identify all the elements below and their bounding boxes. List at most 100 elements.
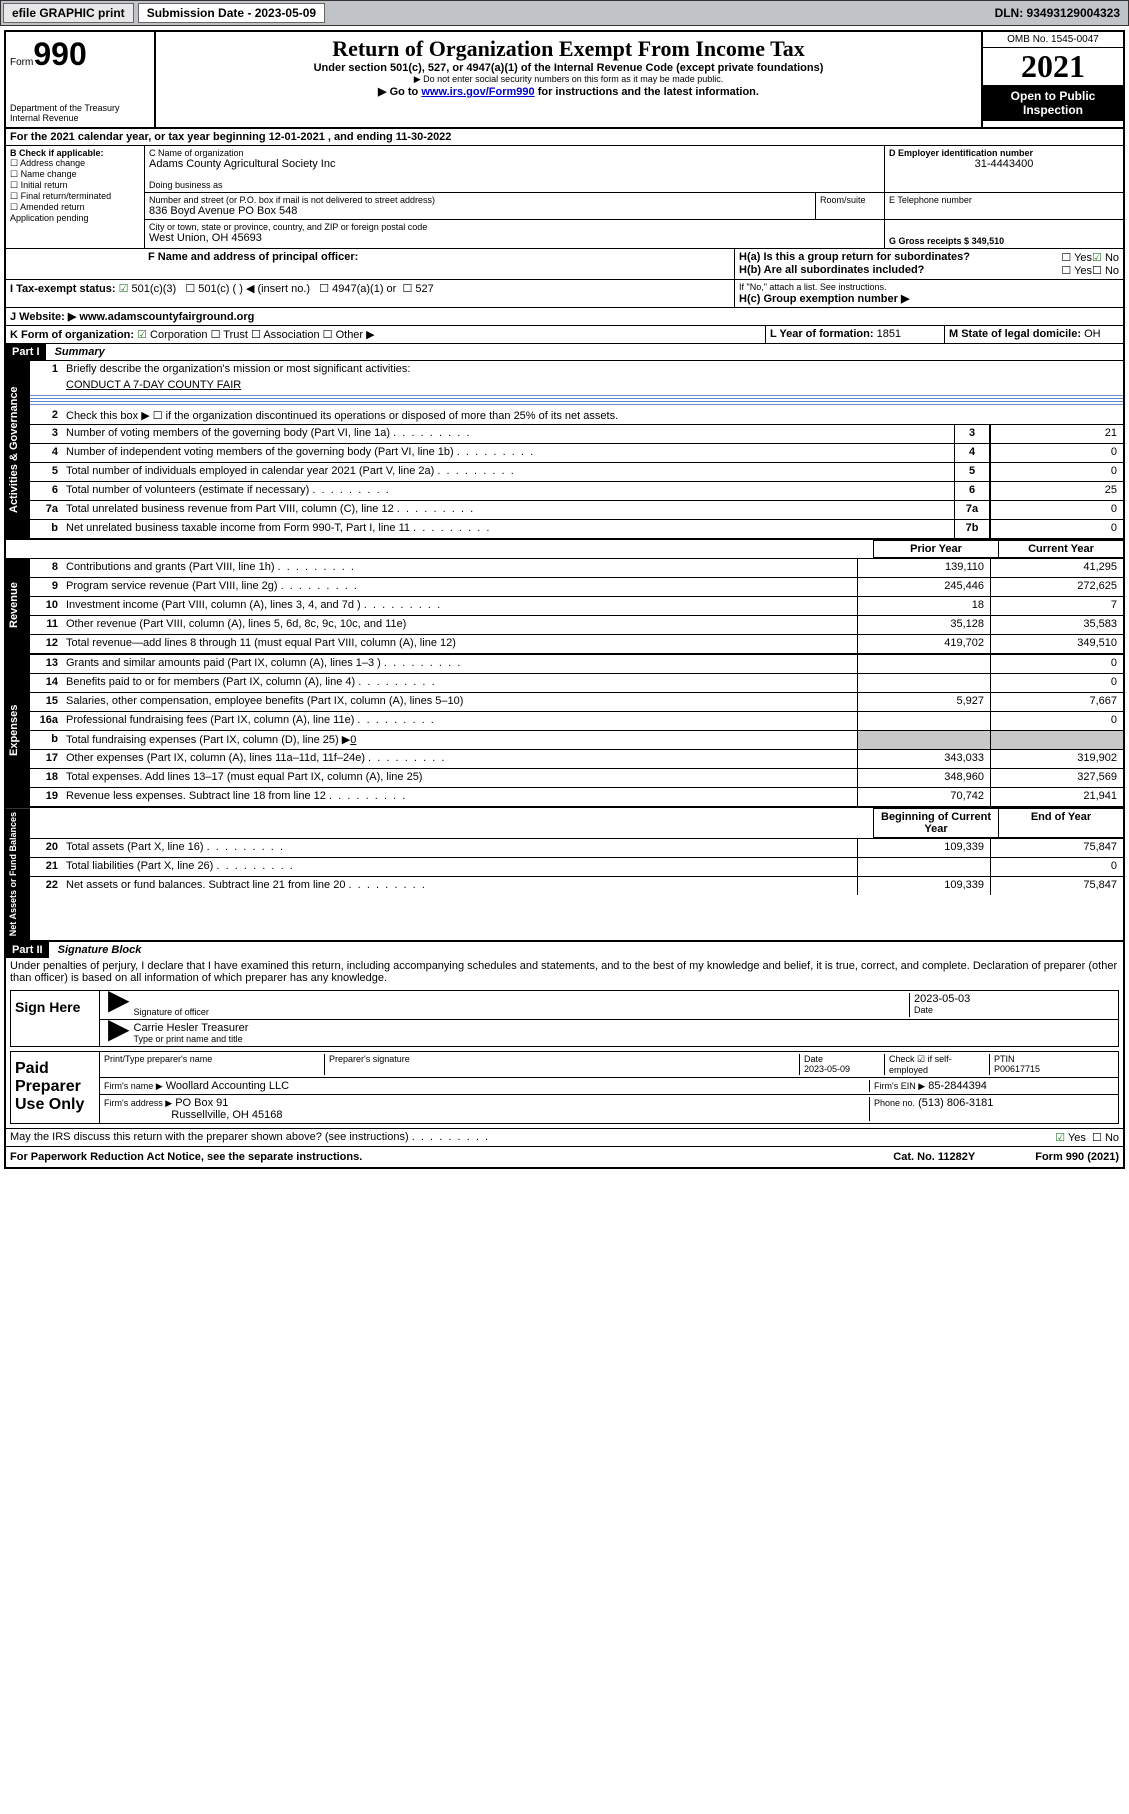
header-sub3: ▶ Go to www.irs.gov/Form990 for instruct…: [160, 85, 977, 98]
dba-label: Doing business as: [149, 180, 880, 190]
open-public: Open to Public Inspection: [983, 85, 1123, 121]
city-label: City or town, state or province, country…: [149, 222, 880, 232]
org-name: Adams County Agricultural Society Inc: [149, 158, 880, 170]
name-change-checkbox[interactable]: Name change: [10, 169, 140, 180]
sign-here-block: Sign Here ▶ Signature of officer 2023-05…: [10, 990, 1119, 1047]
b-checkboxes: B Check if applicable: Address change Na…: [6, 146, 145, 248]
firm-addr2: Russellville, OH 45168: [171, 1109, 282, 1121]
other-checkbox[interactable]: Other ▶: [323, 329, 375, 341]
top-bar: efile GRAPHIC print Submission Date - 20…: [0, 0, 1129, 26]
hb-no[interactable]: No: [1092, 264, 1119, 277]
k-l-m: K Form of organization: Corporation Trus…: [6, 326, 1123, 344]
g-receipts: 349,510: [972, 236, 1005, 246]
form-990: Form990 Department of the Treasury Inter…: [4, 30, 1125, 1169]
initial-return-checkbox[interactable]: Initial return: [10, 180, 140, 191]
e-phone-label: E Telephone number: [889, 195, 1119, 205]
501c-checkbox[interactable]: 501(c) ( ) ◀ (insert no.): [185, 283, 310, 295]
tab-activities: Activities & Governance: [6, 361, 30, 538]
firm-name: Woollard Accounting LLC: [166, 1080, 289, 1092]
line6-val: 25: [990, 482, 1123, 500]
form-word: Form: [10, 57, 33, 68]
header-sub1: Under section 501(c), 527, or 4947(a)(1)…: [160, 62, 977, 74]
pycy-header: Prior Year Current Year: [6, 538, 1123, 558]
header-right: OMB No. 1545-0047 2021 Open to Public In…: [981, 32, 1123, 127]
dln: DLN: 93493129004323: [987, 4, 1128, 22]
f-principal-officer: F Name and address of principal officer:: [144, 249, 735, 279]
line7b-val: 0: [990, 520, 1123, 538]
firm-phone: (513) 806-3181: [918, 1097, 993, 1109]
line3-val: 21: [990, 425, 1123, 443]
officer-name: Carrie Hesler Treasurer: [134, 1022, 1114, 1034]
application-pending: Application pending: [10, 213, 140, 223]
4947-checkbox[interactable]: 4947(a)(1) or: [319, 283, 396, 295]
trust-checkbox[interactable]: Trust: [211, 329, 248, 341]
hc-group-exemption: H(c) Group exemption number ▶: [739, 292, 1119, 305]
penalty-statement: Under penalties of perjury, I declare th…: [6, 958, 1123, 986]
room-label: Room/suite: [820, 195, 880, 205]
firm-ein: 85-2844394: [928, 1080, 987, 1092]
firm-addr1: PO Box 91: [175, 1097, 228, 1109]
amended-return-checkbox[interactable]: Amended return: [10, 202, 140, 213]
street-label: Number and street (or P.O. box if mail i…: [149, 195, 811, 205]
header-center: Return of Organization Exempt From Incom…: [156, 32, 981, 127]
website: www.adamscountyfairground.org: [79, 311, 254, 323]
ha-yes[interactable]: Yes: [1061, 251, 1092, 264]
form-number: 990: [33, 36, 86, 72]
ein: 31-4443400: [889, 158, 1119, 170]
line7a-val: 0: [990, 501, 1123, 519]
street: 836 Boyd Avenue PO Box 548: [149, 205, 811, 217]
i-tax-status: I Tax-exempt status: 501(c)(3) 501(c) ( …: [6, 280, 1123, 308]
part-1-header: Part I Summary: [6, 344, 1123, 360]
corp-checkbox[interactable]: Corporation: [137, 329, 207, 341]
submission-date: Submission Date - 2023-05-09: [138, 3, 325, 23]
dept-treasury: Department of the Treasury: [10, 103, 150, 113]
footer: For Paperwork Reduction Act Notice, see …: [6, 1146, 1123, 1167]
h-block: H(a) Is this a group return for subordin…: [735, 249, 1123, 279]
501c3-checkbox[interactable]: 501(c)(3): [119, 283, 177, 295]
j-website: J Website: ▶ www.adamscountyfairground.o…: [6, 308, 1123, 326]
form-title: Return of Organization Exempt From Incom…: [160, 36, 977, 62]
activities-governance: Activities & Governance 1Briefly describ…: [6, 360, 1123, 538]
state-domicile: OH: [1084, 328, 1101, 340]
ptin: P00617715: [994, 1064, 1114, 1074]
header-left: Form990 Department of the Treasury Inter…: [6, 32, 156, 127]
c-block: C Name of organization Adams County Agri…: [145, 146, 1123, 248]
527-checkbox[interactable]: 527: [402, 283, 433, 295]
g-receipts-label: G Gross receipts $: [889, 236, 969, 246]
c-name-label: C Name of organization: [149, 148, 880, 158]
expenses-block: Expenses 13Grants and similar amounts pa…: [6, 653, 1123, 806]
form-ref: Form 990 (2021): [1035, 1151, 1119, 1163]
final-return-checkbox[interactable]: Final return/terminated: [10, 191, 140, 202]
address-change-checkbox[interactable]: Address change: [10, 158, 140, 169]
tab-expenses: Expenses: [6, 654, 30, 806]
line4-val: 0: [990, 444, 1123, 462]
hb-yes[interactable]: Yes: [1061, 264, 1092, 277]
revenue-block: Revenue 8Contributions and grants (Part …: [6, 558, 1123, 653]
ha-no[interactable]: No: [1092, 251, 1119, 264]
identity-block: B Check if applicable: Address change Na…: [6, 146, 1123, 249]
city: West Union, OH 45693: [149, 232, 880, 244]
assoc-checkbox[interactable]: Association: [251, 329, 320, 341]
discuss-no[interactable]: No: [1092, 1132, 1119, 1144]
a-tax-year: For the 2021 calendar year, or tax year …: [6, 129, 1123, 146]
tab-revenue: Revenue: [6, 558, 30, 653]
f-h-block: F Name and address of principal officer:…: [6, 249, 1123, 280]
irs-link[interactable]: www.irs.gov/Form990: [421, 86, 534, 98]
net-assets-block: Net Assets or Fund Balances Beginning of…: [6, 806, 1123, 940]
part-2-header: Part II Signature Block: [6, 940, 1123, 958]
efile-print-button[interactable]: efile GRAPHIC print: [3, 3, 134, 23]
irs: Internal Revenue: [10, 113, 150, 123]
cat-no: Cat. No. 11282Y: [893, 1151, 975, 1163]
header-sub2: ▶ Do not enter social security numbers o…: [160, 74, 977, 85]
form-header: Form990 Department of the Treasury Inter…: [6, 32, 1123, 129]
paid-preparer-block: Paid Preparer Use Only Print/Type prepar…: [10, 1051, 1119, 1124]
arrow-icon: ▶: [104, 1022, 134, 1044]
discuss-yes[interactable]: Yes: [1055, 1132, 1086, 1144]
year-formation: 1851: [877, 328, 901, 340]
mission: CONDUCT A 7-DAY COUNTY FAIR: [62, 377, 1123, 393]
line5-val: 0: [990, 463, 1123, 481]
self-employed-check[interactable]: Check ☑ if self-employed: [885, 1054, 990, 1075]
d-ein-label: D Employer identification number: [889, 148, 1119, 158]
omb-number: OMB No. 1545-0047: [983, 32, 1123, 48]
may-discuss: May the IRS discuss this return with the…: [6, 1128, 1123, 1146]
